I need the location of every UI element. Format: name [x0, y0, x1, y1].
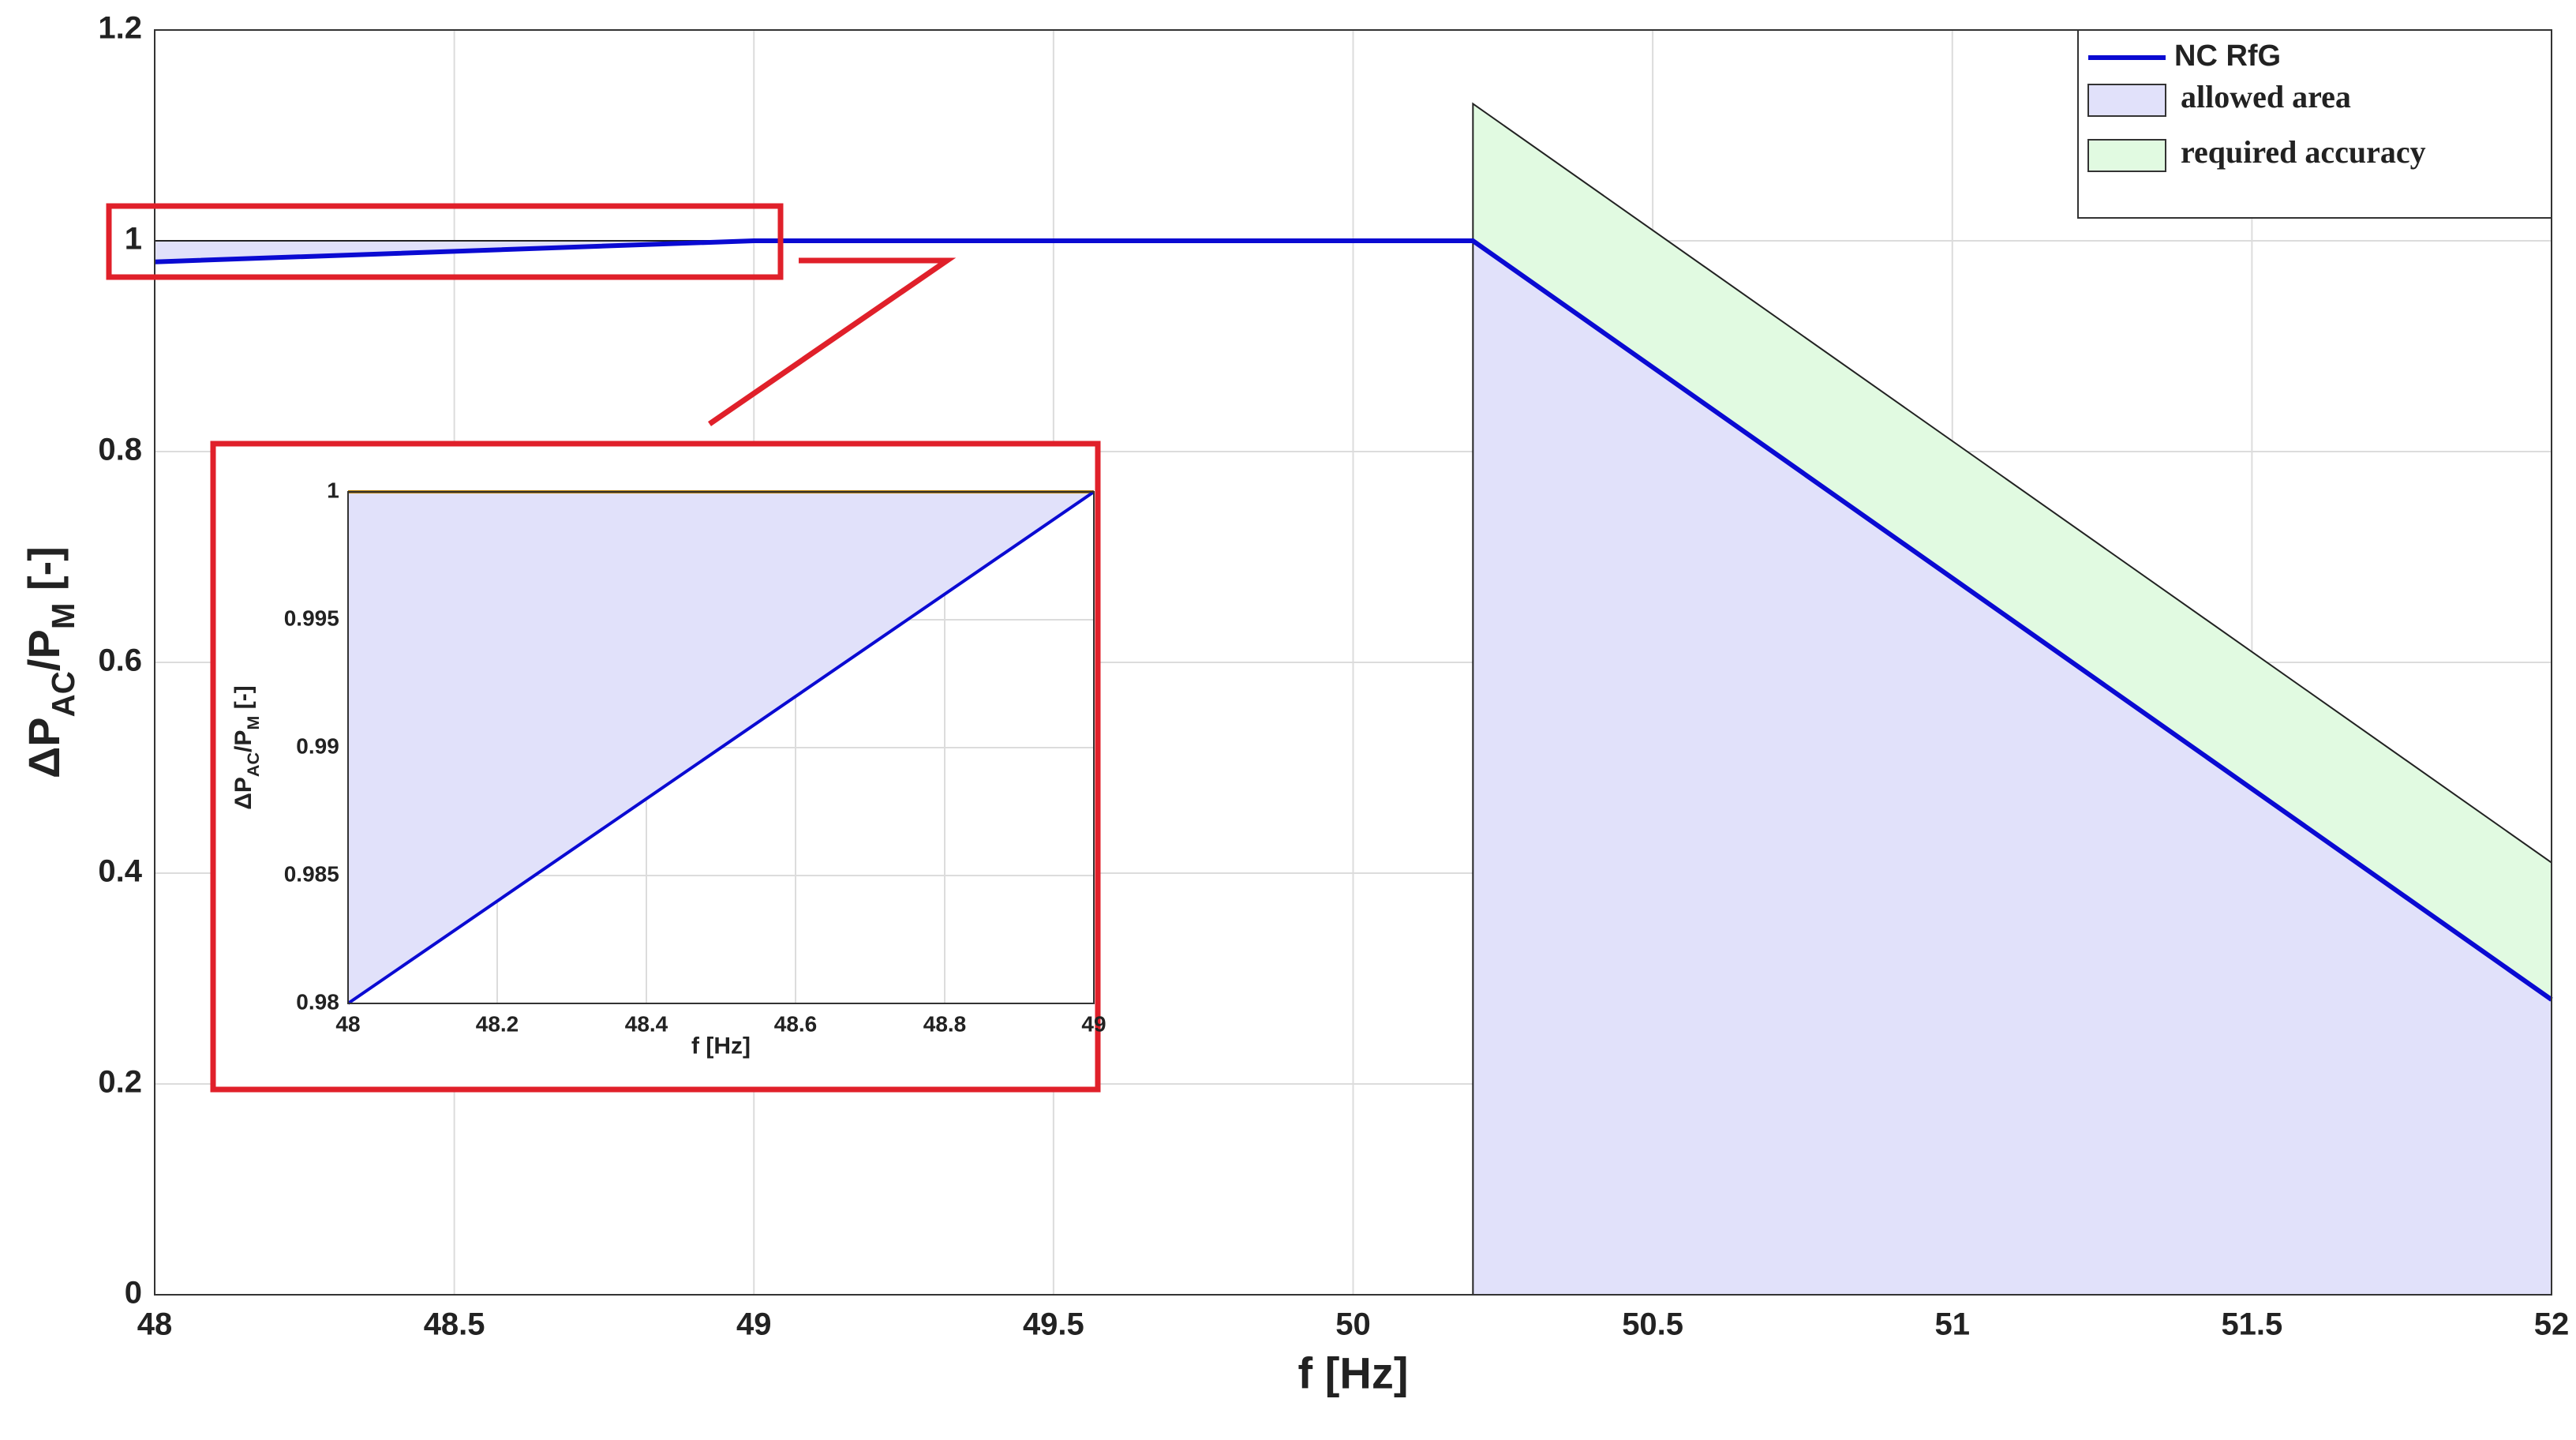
x-tick-label: 51.5: [2221, 1307, 2282, 1342]
y-tick-label: 1.2: [98, 11, 142, 46]
x-tick-label: 48: [137, 1307, 173, 1342]
y-tick-label: 1: [125, 222, 142, 257]
legend-label: allowed area: [2181, 79, 2351, 114]
y-tick-label: 0.2: [98, 1065, 142, 1100]
y-axis-label-part: M: [243, 716, 263, 730]
legend-swatch: [2087, 139, 2166, 172]
y-axis-label-part: [-]: [230, 685, 256, 715]
y-axis-label-part: /P: [230, 730, 256, 752]
zoom-box: [106, 203, 784, 280]
x-axis-label: f [Hz]: [1298, 1348, 1409, 1397]
x-tick-label: 50.5: [1622, 1307, 1683, 1342]
legend-label: required accuracy: [2181, 134, 2426, 170]
x-tick-label: 49: [736, 1307, 772, 1342]
x-tick-label: 49: [1081, 1011, 1106, 1036]
y-axis-label-part: [-]: [19, 546, 69, 603]
x-tick-label: 48.5: [424, 1307, 485, 1342]
y-axis-label: ΔPAC/PM [-]: [230, 685, 263, 809]
y-tick-label: 0.995: [284, 606, 339, 630]
x-tick-label: 49.5: [1023, 1307, 1084, 1342]
x-tick-label: 50: [1335, 1307, 1371, 1342]
x-tick-label: 48: [335, 1011, 360, 1036]
zoom-connector: [708, 257, 957, 426]
axes-frame: [347, 491, 1095, 1004]
y-axis-label: ΔPAC/PM [-]: [19, 546, 81, 778]
inset-axes: 48 48.2 48.4 48.6 48.8 49 0.98 0.985 0.99 0.995 1 f…: [230, 478, 1106, 1059]
y-tick-label: 0.98: [296, 989, 339, 1014]
x-tick-label: 51: [1935, 1307, 1971, 1342]
y-axis-label-part: /P: [19, 629, 69, 671]
y-tick-label: 0.6: [98, 643, 142, 678]
y-tick-label: 1: [327, 478, 339, 502]
y-tick-label: 0.4: [98, 854, 142, 889]
axes-frame: [154, 29, 2552, 1296]
y-tick-label: 0.99: [296, 733, 339, 758]
x-tick-label: 48.8: [923, 1011, 967, 1036]
x-tick-label: 48.6: [774, 1011, 818, 1036]
x-tick-label: 48.4: [625, 1011, 668, 1036]
series-line: [154, 238, 2553, 1002]
legend-swatch: [2087, 84, 2166, 117]
x-tick-label: 48.2: [476, 1011, 519, 1036]
y-axis-label-part: AC: [45, 671, 81, 717]
y-axis-label-part: M: [45, 603, 81, 630]
main-axes: 48 48.5 49 49.5 50 50.5 51 51.5 52 0 0.2 0.4 0.6 0.8 1…: [19, 11, 2569, 1398]
y-axis-label-part: ΔP: [230, 777, 256, 810]
x-tick-label: 52: [2534, 1307, 2570, 1342]
x-axis-label: f [Hz]: [691, 1033, 751, 1059]
legend-label: NC RfG: [2174, 39, 2281, 73]
series-line: [346, 490, 1095, 1005]
y-axis-label-part: AC: [243, 752, 263, 777]
legend-box: [2077, 29, 2552, 219]
y-tick-label: 0: [125, 1276, 142, 1311]
y-tick-label: 0.8: [98, 433, 142, 467]
y-axis-label-part: ΔP: [19, 717, 69, 778]
y-tick-label: 0.985: [284, 861, 339, 886]
